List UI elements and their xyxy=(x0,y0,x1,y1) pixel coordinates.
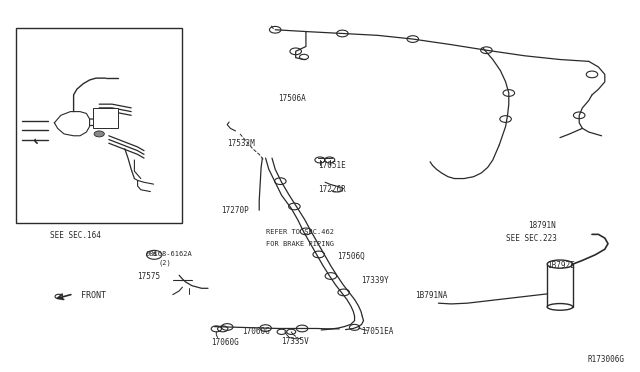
Bar xyxy=(547,264,573,307)
Text: (2): (2) xyxy=(159,259,172,266)
Text: B: B xyxy=(152,252,156,257)
Text: 18791N: 18791N xyxy=(528,221,556,230)
Text: 17051EA: 17051EA xyxy=(362,327,394,336)
Circle shape xyxy=(94,131,104,137)
Text: FRONT: FRONT xyxy=(81,291,106,300)
Circle shape xyxy=(147,250,162,259)
Text: 17339Y: 17339Y xyxy=(362,276,389,285)
Text: 17226R: 17226R xyxy=(318,185,346,194)
Ellipse shape xyxy=(547,260,573,268)
Text: FOR BRAKE PIPING: FOR BRAKE PIPING xyxy=(266,241,333,247)
Text: 17532M: 17532M xyxy=(227,139,255,148)
Text: R173006G: R173006G xyxy=(587,355,624,364)
Text: SEE SEC.223: SEE SEC.223 xyxy=(506,234,556,243)
Text: 08168-6162A: 08168-6162A xyxy=(146,251,193,257)
Bar xyxy=(16,28,182,223)
Text: 17506Q: 17506Q xyxy=(337,252,365,261)
Text: REFER TO SEC.462: REFER TO SEC.462 xyxy=(266,230,333,235)
Text: 1B792E: 1B792E xyxy=(547,262,575,270)
Text: 17506A: 17506A xyxy=(278,94,306,103)
Text: 17575: 17575 xyxy=(138,272,161,280)
Text: 17270P: 17270P xyxy=(221,206,248,215)
Text: 17335V: 17335V xyxy=(282,337,309,346)
Text: SEE SEC.164: SEE SEC.164 xyxy=(50,231,101,240)
Text: 17060G: 17060G xyxy=(211,338,239,347)
Text: 1B791NA: 1B791NA xyxy=(415,291,447,300)
Ellipse shape xyxy=(547,304,573,310)
Text: 17051E: 17051E xyxy=(318,161,346,170)
Bar xyxy=(93,108,118,128)
Text: 17060G: 17060G xyxy=(242,327,269,336)
